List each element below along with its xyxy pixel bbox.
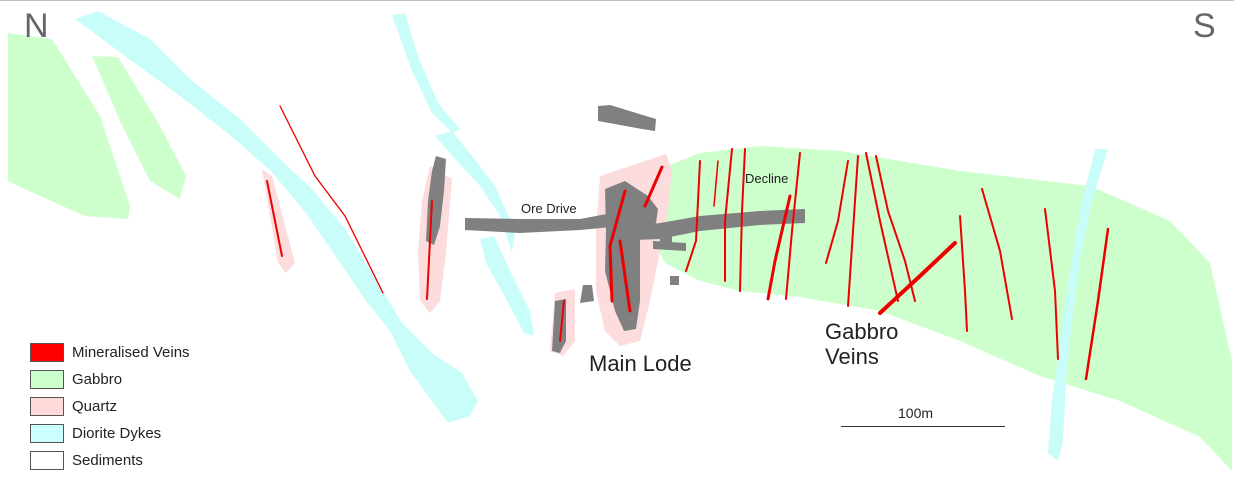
- legend-swatch: [30, 451, 64, 470]
- vein-g8: [847, 155, 859, 307]
- legend-swatch: [30, 397, 64, 416]
- legend-swatch: [30, 343, 64, 362]
- legend-label: Mineralised Veins: [72, 344, 190, 361]
- workings-mid-node: [660, 231, 672, 245]
- diorite-dykes: [75, 11, 1108, 461]
- vein-g6: [785, 152, 801, 300]
- decline-label: Decline: [745, 171, 789, 186]
- legend: Mineralised Veins Gabbro Quartz Diorite …: [30, 339, 190, 474]
- legend-swatch: [30, 370, 64, 389]
- legend-label: Quartz: [72, 398, 118, 415]
- diorite-dyke-lower: [480, 236, 534, 336]
- south-compass-label: S: [1193, 7, 1216, 45]
- vein-g11: [878, 241, 957, 315]
- legend-label: Gabbro: [72, 371, 123, 388]
- diorite-dyke-mid: [435, 131, 515, 253]
- ore-drive-label: Ore Drive: [521, 201, 577, 216]
- vein-g13: [981, 188, 1013, 320]
- legend-label: Sediments: [72, 452, 143, 469]
- vein-g15: [1084, 227, 1110, 381]
- scale-bar: [841, 426, 1005, 427]
- vein-ml1: [608, 189, 627, 303]
- legend-item-mineralised-veins: Mineralised Veins: [30, 339, 190, 366]
- vein-g1: [685, 160, 701, 272]
- mineralised-veins: [266, 105, 1110, 381]
- legend-swatch: [30, 424, 64, 443]
- legend-item-quartz: Quartz: [30, 393, 190, 420]
- vein-g5: [766, 194, 792, 301]
- vein-ml3: [618, 239, 632, 313]
- scale-bar-label: 100m: [898, 405, 934, 421]
- diorite-dyke-east: [1048, 149, 1108, 461]
- vein-g4: [739, 148, 746, 292]
- vein-g12: [959, 215, 968, 332]
- legend-label: Diorite Dykes: [72, 425, 162, 442]
- vein-g9: [865, 152, 899, 302]
- vein-w1: [266, 180, 283, 257]
- vein-g7: [825, 160, 849, 264]
- gabbro-body-main: [650, 146, 1232, 471]
- vein-g2: [713, 160, 719, 207]
- gabbro-body-nw-2: [92, 56, 186, 199]
- vein-s1: [559, 300, 565, 342]
- vein-g3: [724, 148, 733, 282]
- workings-small-block: [670, 276, 679, 285]
- ore-drive-tunnel: [465, 213, 612, 233]
- vein-ml2: [643, 165, 664, 208]
- gabbro-body-nw-1: [8, 33, 130, 219]
- gabbro-veins-label: Gabbro Veins: [825, 319, 899, 369]
- vein-g14: [1044, 208, 1059, 360]
- vein-c1: [426, 200, 433, 300]
- legend-item-gabbro: Gabbro: [30, 366, 190, 393]
- north-compass-label: N: [24, 7, 49, 45]
- vein-g10: [875, 155, 916, 302]
- main-lode-label: Main Lode: [589, 351, 692, 376]
- workings-south-pod: [580, 285, 594, 303]
- legend-item-sediments: Sediments: [30, 447, 190, 474]
- vein-w2: [279, 105, 384, 294]
- diorite-dyke-main: [75, 11, 478, 423]
- legend-item-diorite-dykes: Diorite Dykes: [30, 420, 190, 447]
- workings-upper-level: [598, 105, 656, 131]
- diorite-dyke-north: [392, 13, 460, 133]
